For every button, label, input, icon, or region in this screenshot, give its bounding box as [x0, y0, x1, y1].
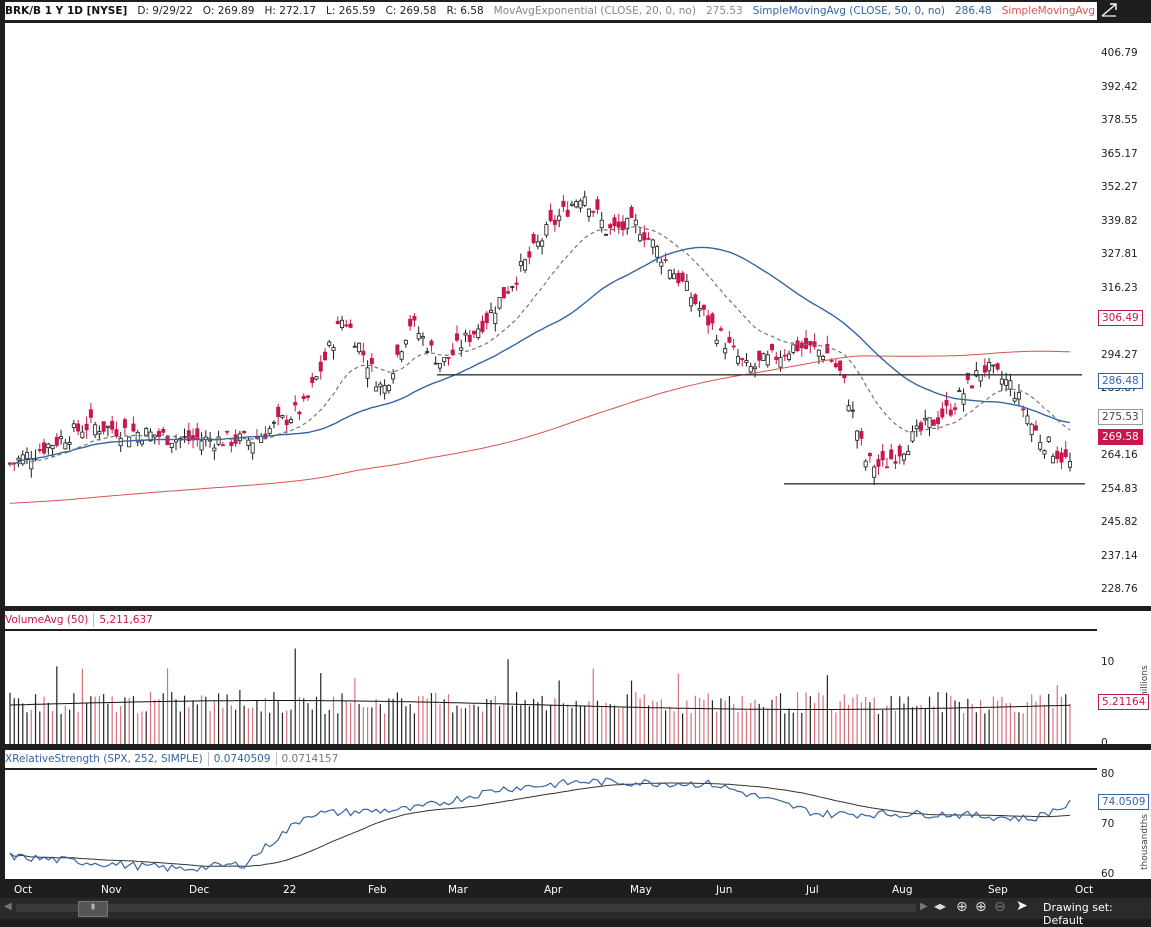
pan-arrows-icon[interactable]: ◂▸: [934, 899, 947, 913]
price-pane[interactable]: [5, 23, 1097, 606]
price-axis-label: 365.17: [1101, 147, 1138, 160]
month-label: May: [630, 884, 652, 896]
drawing-set-label[interactable]: Drawing set: Default: [1043, 901, 1113, 927]
price-axis-label: 316.23: [1101, 281, 1138, 294]
sma50-price-tag: 286.48: [1098, 373, 1143, 389]
month-label: Oct: [14, 884, 33, 896]
date-label: D: 9/29/22: [137, 5, 193, 17]
rs-axis-80: 80: [1101, 768, 1115, 780]
rs-axis-70: 70: [1101, 818, 1115, 830]
volume-axis[interactable]: [1097, 611, 1151, 744]
close-price-tag: 269.58: [1098, 429, 1143, 445]
volume-value: 5,211,637: [99, 614, 153, 626]
rs-study-label[interactable]: XRelativeStrength (SPX, 252, SIMPLE): [5, 753, 203, 765]
month-label: 22: [283, 884, 297, 896]
volume-tag: 5.21164: [1098, 694, 1150, 710]
open-label: O: 269.89: [202, 5, 255, 17]
month-label: Nov: [101, 884, 122, 896]
price-axis-label: 254.83: [1101, 482, 1138, 495]
crosshair-icon[interactable]: ⊕: [956, 899, 968, 915]
rs-axis[interactable]: [1097, 750, 1151, 879]
rs-value2: 0.0714157: [281, 753, 339, 765]
rs-tag: 74.0509: [1098, 794, 1150, 810]
price-axis-label: 392.42: [1101, 80, 1138, 93]
zoom-in-icon[interactable]: ⊕: [975, 899, 987, 915]
price-axis-label: 237.14: [1101, 549, 1138, 562]
symbol-label[interactable]: BRK/B 1 Y 1D [NYSE]: [5, 5, 128, 17]
scrollbar-thumb[interactable]: ⇞: [78, 901, 108, 917]
month-label: Oct: [1075, 884, 1094, 896]
volume-header: VolumeAvg (50) 5,211,637: [5, 611, 1097, 629]
volume-study-label[interactable]: VolumeAvg (50): [5, 614, 89, 626]
rs-value1: 0.0740509: [213, 753, 271, 765]
price-axis-label: 264.16: [1101, 449, 1138, 461]
sma50-value: 286.48: [955, 5, 992, 17]
rs-pane[interactable]: [5, 770, 1097, 879]
volume-axis-bottom: 0: [1101, 737, 1108, 749]
expand-icon[interactable]: [1101, 3, 1117, 17]
month-label: Jun: [716, 884, 733, 896]
price-axis-label: 352.27: [1101, 181, 1138, 193]
month-label: Feb: [368, 884, 387, 896]
price-axis-label: 228.76: [1101, 583, 1138, 595]
month-label: Aug: [892, 884, 913, 896]
zoom-out-icon[interactable]: ⊖: [994, 899, 1006, 915]
price-axis-label: 406.79: [1101, 47, 1138, 59]
month-label: Dec: [189, 884, 210, 896]
price-axis-label: 294.27: [1101, 348, 1138, 361]
low-label: L: 265.59: [326, 5, 376, 17]
sma200-price-tag: 306.49: [1098, 310, 1143, 326]
price-axis-label: 245.82: [1101, 516, 1138, 528]
ema-price-tag: 275.53: [1098, 409, 1143, 425]
range-label: R: 6.58: [446, 5, 484, 17]
volume-axis-top: 10: [1101, 656, 1115, 668]
month-label: Jul: [806, 884, 819, 896]
close-label: C: 269.58: [385, 5, 437, 17]
sma50-study-label[interactable]: SimpleMovingAvg (CLOSE, 50, 0, no): [752, 5, 945, 17]
month-label: Mar: [448, 884, 468, 896]
high-label: H: 272.17: [264, 5, 317, 17]
volume-pane[interactable]: [5, 631, 1097, 744]
rs-unit-label: thousandths: [1140, 814, 1150, 870]
rs-header: XRelativeStrength (SPX, 252, SIMPLE) 0.0…: [5, 750, 1097, 768]
scroll-left-icon[interactable]: ◀: [4, 901, 12, 912]
ema-value: 275.53: [705, 5, 743, 17]
month-label: Apr: [544, 884, 563, 896]
month-label: Sep: [988, 884, 1008, 896]
chart-header: BRK/B 1 Y 1D [NYSE] D: 9/29/22 O: 269.89…: [5, 2, 1097, 20]
ema-study-label[interactable]: MovAvgExponential (CLOSE, 20, 0, no): [493, 5, 696, 17]
price-axis-label: 339.82: [1101, 214, 1138, 227]
sma200-study-label[interactable]: SimpleMovingAvg (CLOSE, …: [1001, 5, 1097, 17]
rs-axis-60: 60: [1101, 868, 1115, 880]
bottom-toolbar: ◀ ⇞ ▶ ◂▸ ⊕ ⊕ ⊖ ➤ Drawing set: Default: [0, 898, 1151, 927]
price-axis-label: 327.81: [1101, 248, 1138, 260]
scroll-right-icon[interactable]: ▶: [920, 901, 928, 912]
scrollbar[interactable]: ⇞: [16, 901, 916, 917]
cursor-icon[interactable]: ➤: [1016, 898, 1028, 914]
price-axis-label: 378.55: [1101, 114, 1138, 126]
